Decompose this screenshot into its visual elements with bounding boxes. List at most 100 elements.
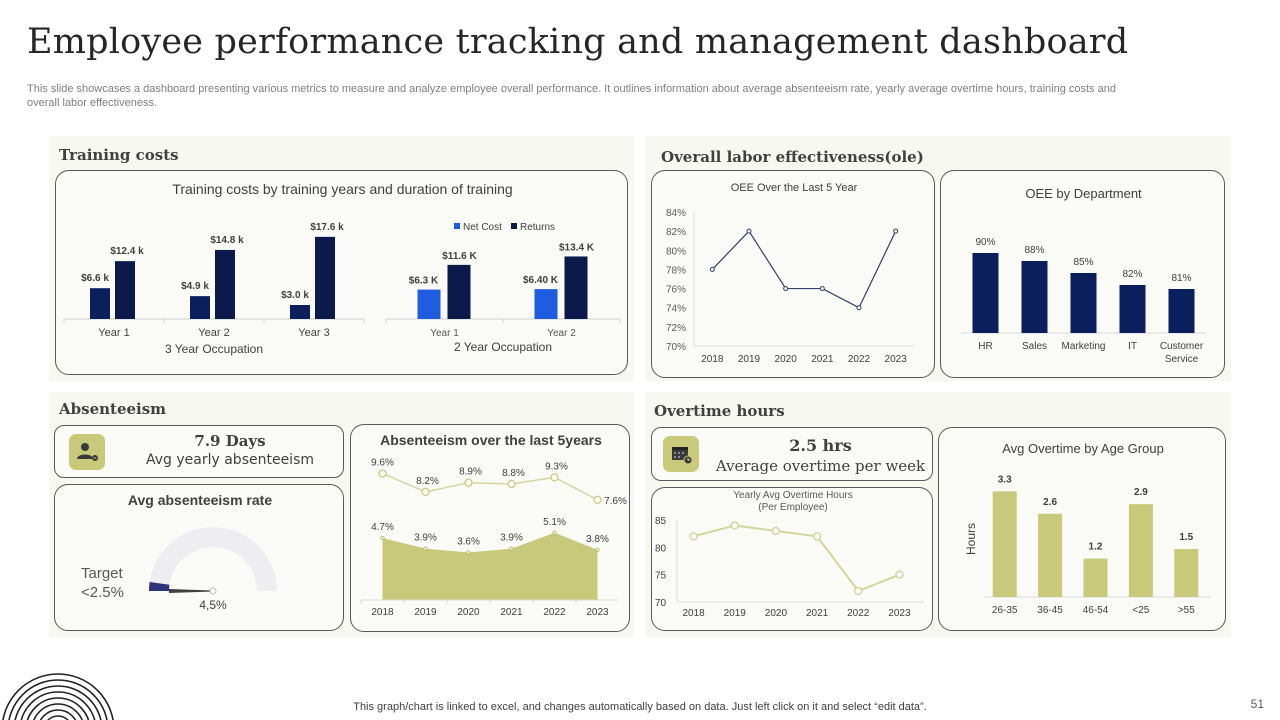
data-label: 8.9% bbox=[459, 467, 482, 478]
bar-returns bbox=[215, 249, 235, 319]
overtime-age-chart: Hours 3.3 26-35 2.6 36-45 1.2 46-54 2.9 <25 1.5 >5… bbox=[964, 474, 1211, 616]
y-tick-label: 84% bbox=[666, 208, 686, 219]
x-tick-label: 2020 bbox=[457, 607, 480, 618]
y-tick-label: 70 bbox=[655, 598, 667, 609]
data-label: 85% bbox=[1073, 257, 1093, 268]
bar-returns bbox=[315, 236, 335, 319]
x-tick-label: 2021 bbox=[806, 608, 829, 619]
x-axis-title: 3 Year Occupation bbox=[165, 342, 263, 356]
employee-absent-icon bbox=[77, 443, 98, 461]
x-tick-label: Marketing bbox=[1062, 341, 1106, 352]
x-tick-label: 36-45 bbox=[1037, 605, 1063, 616]
absenteeism-trend-title: Absenteeism over the last 5years bbox=[380, 432, 602, 448]
line-point bbox=[507, 479, 516, 489]
calendar-clock-icon bbox=[672, 447, 693, 465]
gauge-value-label: 4,5% bbox=[199, 598, 227, 612]
data-label: 3.9% bbox=[414, 533, 437, 544]
overtime-trend-card: Yearly Avg Overtime Hours (Per Employee)… bbox=[651, 487, 933, 631]
bar-net-cost bbox=[290, 305, 310, 319]
overtime-age-card: Avg Overtime by Age Group Hours 3.3 26-35 2… bbox=[938, 427, 1226, 631]
x-tick-label: 2019 bbox=[414, 607, 437, 618]
area-point bbox=[423, 546, 428, 551]
data-label: 81% bbox=[1171, 273, 1191, 284]
absenteeism-heading: Absenteeism bbox=[59, 400, 167, 418]
data-point bbox=[819, 286, 825, 292]
data-point bbox=[730, 521, 739, 530]
x-tick-label: Year 2 bbox=[198, 327, 229, 339]
overtime-trend-title: Yearly Avg Overtime Hours bbox=[733, 490, 853, 501]
data-label: 7.6% bbox=[604, 496, 627, 507]
data-label: $6.6 k bbox=[81, 273, 109, 284]
oee-trend-card: OEE Over the Last 5 Year 84% 82% 80% 78% 76%… bbox=[651, 170, 935, 378]
data-label: 2.6 bbox=[1043, 497, 1057, 508]
overtime-kpi-label: Average overtime per week bbox=[715, 457, 926, 475]
x-tick-label: 2023 bbox=[888, 608, 911, 619]
data-label: 9.3% bbox=[545, 461, 568, 472]
data-label: $6.3 K bbox=[409, 276, 439, 287]
data-label: $13.4 K bbox=[559, 242, 595, 253]
x-tick-label: 2021 bbox=[500, 607, 523, 618]
overtime-trend-chart: 85 80 75 70 2018 2019 2020 2021 2022 2023 bbox=[655, 516, 924, 619]
absenteeism-gauge: 4,5% bbox=[149, 527, 277, 612]
absenteeism-gauge-card: Avg absenteeism rate Target <2.5% 4,5% bbox=[54, 484, 344, 631]
oee-line bbox=[711, 230, 897, 309]
bar-net-cost bbox=[534, 289, 558, 319]
data-label: 3.9% bbox=[500, 533, 523, 544]
line-point bbox=[464, 478, 473, 487]
area-point bbox=[380, 535, 385, 541]
data-label: 9.6% bbox=[371, 457, 394, 468]
y-tick-label: 74% bbox=[666, 304, 686, 315]
data-point bbox=[893, 228, 899, 234]
y-tick-label: 72% bbox=[666, 323, 686, 334]
gauge-needle bbox=[169, 589, 213, 593]
data-point bbox=[783, 286, 789, 292]
gauge-pivot bbox=[209, 587, 217, 595]
area-point bbox=[552, 530, 557, 535]
training-3yr-chart: $6.6 k $12.4 k Year 1 $4.9 k $14.8 k Year 2 $3… bbox=[63, 222, 365, 356]
data-point bbox=[746, 228, 752, 234]
data-label: $14.8 k bbox=[210, 235, 244, 246]
y-tick-label: 80% bbox=[666, 246, 686, 257]
data-point bbox=[812, 532, 822, 541]
x-tick-label: 2019 bbox=[724, 608, 747, 619]
x-tick-label: 2023 bbox=[586, 607, 609, 618]
absenteeism-kpi-card: 7.9 Days Avg yearly absenteeism bbox=[54, 425, 344, 478]
data-point bbox=[895, 570, 904, 579]
age-bar bbox=[1038, 513, 1063, 597]
x-tick-label: Service bbox=[1165, 354, 1199, 365]
data-label: 3.8% bbox=[586, 534, 609, 545]
data-point bbox=[771, 526, 781, 536]
x-tick-label: Sales bbox=[1022, 341, 1047, 352]
legend-swatch bbox=[454, 223, 460, 229]
line-point bbox=[593, 495, 602, 504]
absenteeism-kpi-icon-tile bbox=[69, 434, 105, 470]
age-bar bbox=[1128, 504, 1153, 597]
data-label: 82% bbox=[1122, 269, 1142, 280]
x-tick-label: 2019 bbox=[738, 354, 761, 365]
absenteeism-line bbox=[382, 472, 598, 501]
oee-dept-chart: 90% HR 88% Sales 85% Marketing 82% IT 81% Custome… bbox=[961, 237, 1206, 365]
x-tick-label: 2018 bbox=[701, 354, 724, 365]
line-point bbox=[550, 473, 559, 482]
x-axis-title: 2 Year Occupation bbox=[454, 340, 552, 354]
page-number: 51 bbox=[1250, 697, 1264, 711]
absenteeism-kpi-value: 7.9 Days bbox=[194, 432, 266, 450]
line-point bbox=[421, 487, 430, 497]
legend-swatch bbox=[511, 223, 517, 229]
footer-note: This graph/chart is linked to excel, and… bbox=[353, 701, 927, 713]
data-label: $11.6 K bbox=[442, 251, 477, 262]
overtime-trend-subtitle: (Per Employee) bbox=[758, 502, 828, 513]
oee-trend-title: OEE Over the Last 5 Year bbox=[730, 182, 858, 194]
x-tick-label: Year 3 bbox=[298, 327, 329, 339]
y-tick-label: 75 bbox=[655, 571, 667, 582]
oee-dept-title: OEE by Department bbox=[1025, 186, 1142, 201]
age-bar bbox=[992, 491, 1017, 597]
x-tick-label: Year 2 bbox=[547, 328, 576, 339]
training-2yr-chart: Net Cost Returns $6.3 K $11.6 K Year 1 $6.40 … bbox=[385, 222, 621, 354]
x-tick-label: 2020 bbox=[775, 354, 798, 365]
x-tick-label: 2022 bbox=[543, 607, 566, 618]
line-point bbox=[378, 469, 387, 478]
bar-returns bbox=[447, 264, 471, 319]
page-subtitle: This slide showcases a dashboard present… bbox=[27, 83, 1116, 109]
y-axis-title: Hours bbox=[964, 523, 978, 555]
